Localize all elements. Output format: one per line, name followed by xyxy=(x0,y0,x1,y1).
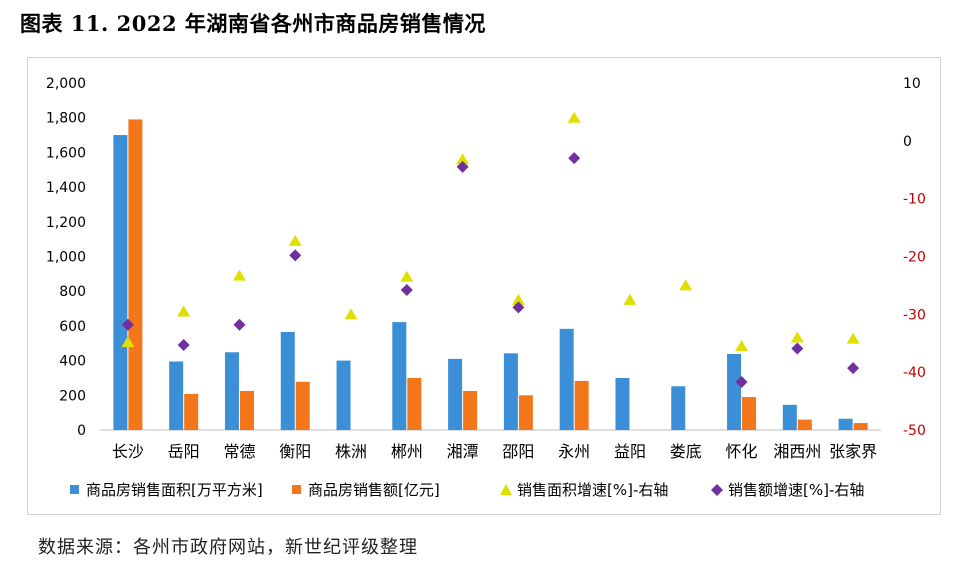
legend-swatch xyxy=(500,484,512,495)
amount-growth-marker xyxy=(456,160,469,173)
legend-label: 商品房销售额[亿元] xyxy=(308,481,440,499)
category-label: 张家界 xyxy=(829,442,877,461)
category-label: 怀化 xyxy=(726,442,758,461)
area-growth-marker xyxy=(679,279,693,291)
category-label: 郴州 xyxy=(391,442,423,461)
amount-bar xyxy=(239,390,254,430)
right-axis-tick-label: -50 xyxy=(903,423,926,439)
area-bar xyxy=(280,331,295,430)
amount-growth-marker xyxy=(289,249,302,262)
category-label: 常德 xyxy=(223,442,255,461)
figure-title: 图表 11. 2022 年湖南省各州市商品房销售情况 xyxy=(20,11,486,36)
amount-bar xyxy=(853,423,868,430)
amount-bar xyxy=(797,419,812,430)
area-bar xyxy=(336,360,351,430)
right-axis-tick-label: -10 xyxy=(903,192,926,208)
right-axis-tick-label: 0 xyxy=(903,134,912,150)
amount-growth-marker xyxy=(233,318,246,331)
amount-growth-marker xyxy=(121,318,134,331)
category-label: 益阳 xyxy=(614,442,646,461)
amount-growth-marker xyxy=(847,362,860,375)
area-growth-marker xyxy=(456,153,470,165)
category-label: 娄底 xyxy=(670,442,702,461)
area-bar xyxy=(727,354,742,430)
area-bar xyxy=(503,353,518,430)
area-bar xyxy=(448,358,463,430)
left-axis-tick-label: 800 xyxy=(59,284,86,300)
left-axis-tick-label: 1,000 xyxy=(46,250,86,266)
area-bar xyxy=(113,135,128,431)
amount-growth-marker xyxy=(177,338,190,351)
area-bar xyxy=(559,328,574,430)
amount-bar xyxy=(295,381,310,430)
area-bar xyxy=(782,404,797,430)
amount-bar xyxy=(742,397,757,430)
area-growth-marker xyxy=(344,308,358,320)
left-axis-tick-label: 1,600 xyxy=(46,145,86,161)
legend-label: 销售面积增速[%]-右轴 xyxy=(517,481,668,499)
area-bar xyxy=(392,322,407,430)
right-axis-tick-label: -30 xyxy=(903,307,926,323)
area-growth-marker xyxy=(511,293,525,305)
area-growth-marker xyxy=(567,111,581,123)
amount-growth-marker xyxy=(568,152,581,165)
right-axis-tick-label: -40 xyxy=(903,365,926,381)
right-axis-tick-label: -20 xyxy=(903,250,926,266)
category-label: 湘西州 xyxy=(773,442,821,461)
amount-bar xyxy=(128,119,143,430)
category-label: 永州 xyxy=(558,442,590,461)
area-growth-marker xyxy=(846,332,860,344)
amount-bar xyxy=(184,393,199,430)
area-growth-marker xyxy=(177,305,191,317)
legend-swatch xyxy=(711,484,723,496)
amount-growth-marker xyxy=(735,375,748,388)
chart: 0 200 400 600 800 1,000 1,200 1,400 1,600 1,800 2,… xyxy=(46,76,926,499)
area-growth-marker xyxy=(790,331,804,343)
area-bar xyxy=(615,377,630,430)
area-bar xyxy=(224,352,239,430)
area-growth-marker xyxy=(623,293,637,305)
amount-bar xyxy=(407,377,422,430)
left-axis-tick-label: 600 xyxy=(59,319,86,335)
left-axis-tick-label: 2,000 xyxy=(46,76,86,92)
area-growth-marker xyxy=(400,270,414,282)
left-axis-tick-label: 1,400 xyxy=(46,180,86,196)
amount-bar xyxy=(518,395,533,430)
category-label: 邵阳 xyxy=(502,442,534,461)
area-growth-marker xyxy=(121,336,135,348)
area-growth-marker xyxy=(232,269,246,281)
area-bar xyxy=(838,418,853,430)
area-bar xyxy=(671,386,686,430)
category-label: 长沙 xyxy=(112,442,144,461)
amount-growth-marker xyxy=(512,301,525,314)
legend-swatch xyxy=(292,485,301,494)
amount-growth-marker xyxy=(400,284,413,297)
left-axis-tick-label: 200 xyxy=(59,388,86,404)
area-growth-marker xyxy=(735,340,749,352)
category-label: 衡阳 xyxy=(279,442,311,461)
source-note: 数据来源：各州市政府网站，新世纪评级整理 xyxy=(38,537,418,558)
left-axis-tick-label: 400 xyxy=(59,354,86,370)
left-axis-tick-label: 0 xyxy=(77,423,86,439)
left-axis-tick-label: 1,800 xyxy=(46,111,86,127)
right-axis-tick-label: 10 xyxy=(903,76,921,92)
area-growth-marker xyxy=(288,234,302,246)
amount-growth-marker xyxy=(791,342,804,355)
amount-bar xyxy=(463,390,478,430)
legend-label: 销售额增速[%]-右轴 xyxy=(728,481,864,499)
category-label: 湘潭 xyxy=(447,442,479,461)
category-label: 株洲 xyxy=(335,442,367,461)
chart-frame: 0 200 400 600 800 1,000 1,200 1,400 1,600 1,800 2,… xyxy=(27,57,941,515)
category-label: 岳阳 xyxy=(168,442,200,461)
amount-bar xyxy=(574,380,589,430)
left-axis-tick-label: 1,200 xyxy=(46,215,86,231)
area-bar xyxy=(169,361,184,430)
legend-swatch xyxy=(70,485,79,494)
legend-label: 商品房销售面积[万平方米] xyxy=(86,481,263,499)
